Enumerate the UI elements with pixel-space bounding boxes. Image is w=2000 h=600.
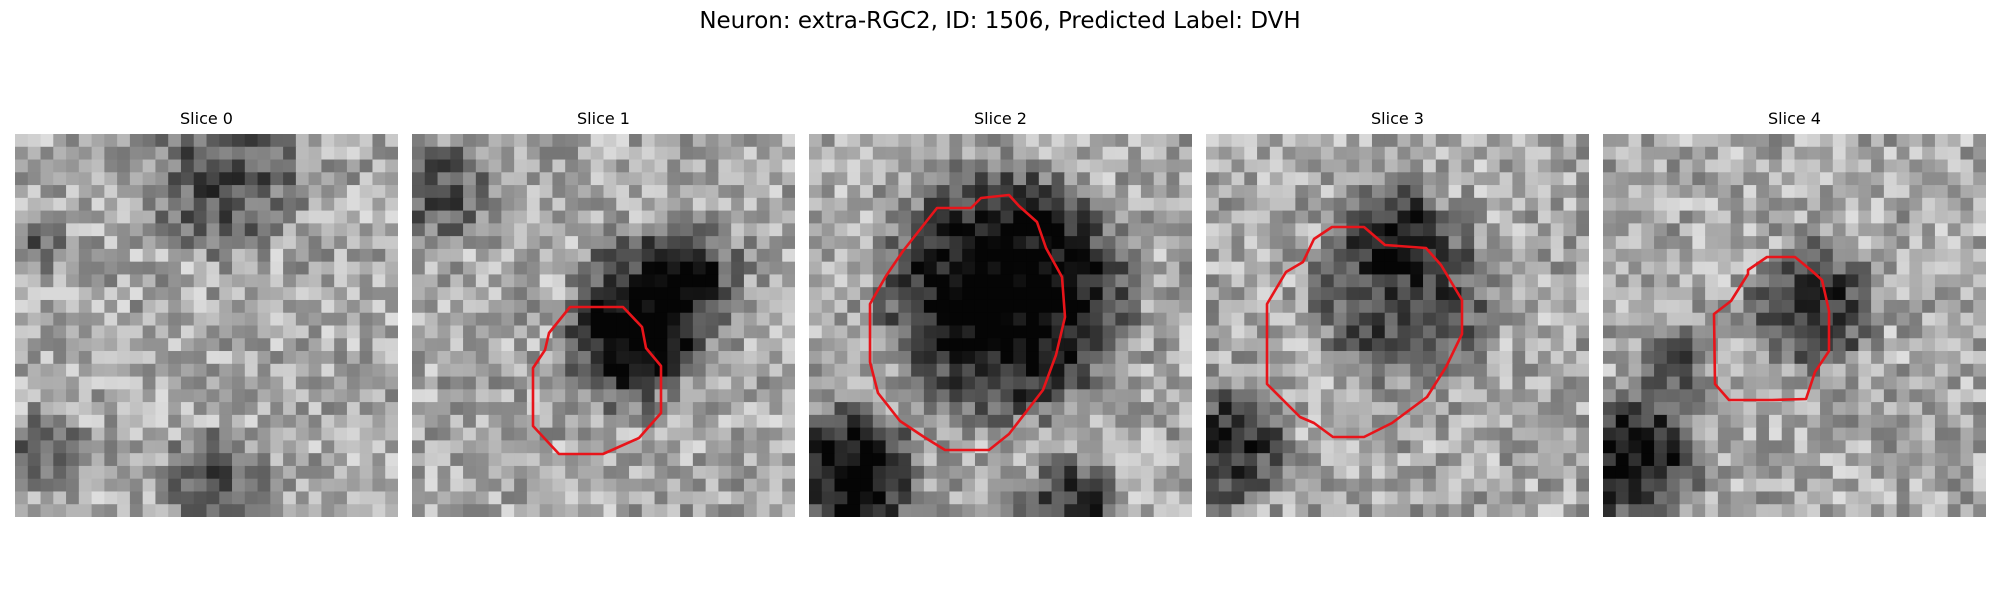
slice-image-1 (412, 134, 795, 517)
slice-title-2: Slice 2 (974, 109, 1027, 128)
slice-title-0: Slice 0 (180, 109, 233, 128)
roi-contour-2 (868, 193, 1067, 452)
slice-image-4 (1603, 134, 1986, 517)
slice-title-3: Slice 3 (1371, 109, 1424, 128)
slice-panel-1: Slice 1 (412, 108, 795, 517)
slice-title-4: Slice 4 (1768, 109, 1821, 128)
slice-title-1: Slice 1 (577, 109, 630, 128)
slice-image-3 (1206, 134, 1589, 517)
figure-title: Neuron: extra-RGC2, ID: 1506, Predicted … (699, 8, 1301, 34)
roi-contour-1 (531, 305, 663, 456)
slice-panel-0: Slice 0 (15, 108, 398, 517)
roi-contour-4 (1712, 255, 1831, 402)
slice-image-2 (809, 134, 1192, 517)
slice-image-0 (15, 134, 398, 517)
slice-panel-2: Slice 2 (809, 108, 1192, 517)
slice-panel-4: Slice 4 (1603, 108, 1986, 517)
slice-panel-3: Slice 3 (1206, 108, 1589, 517)
roi-contour-3 (1265, 225, 1464, 439)
